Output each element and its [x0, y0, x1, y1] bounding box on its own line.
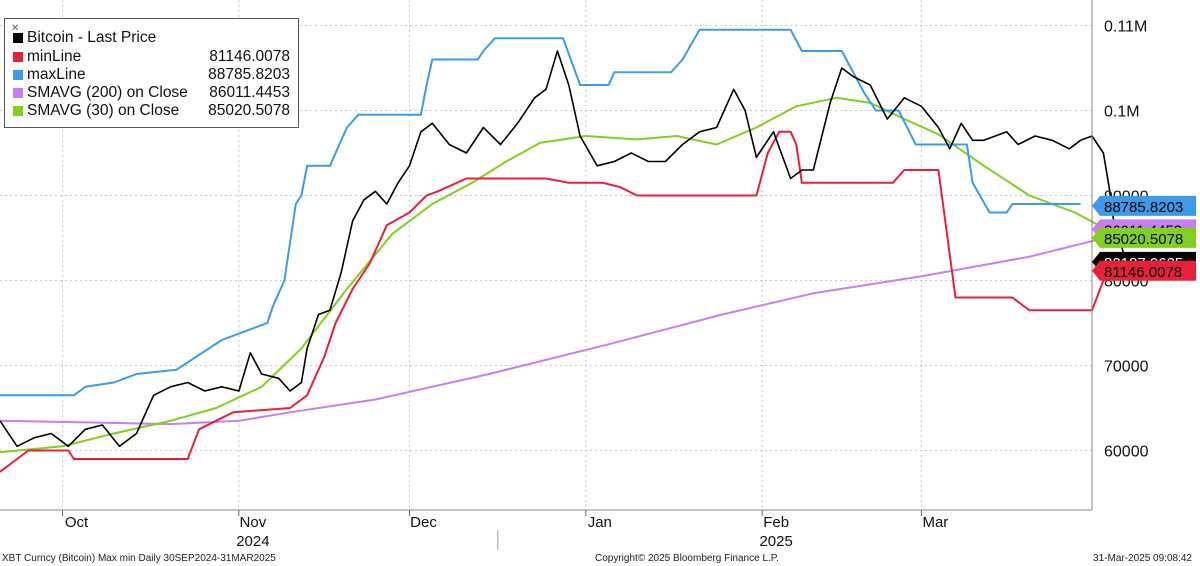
footer-timestamp: 31-Mar-2025 09:08:42 — [1093, 553, 1192, 564]
legend-item-smavg-200: SMAVG (200) on Close 86011.4453 — [13, 84, 290, 102]
chart-last-value-labels: 88785.820386011.445385020.507882187.0625… — [1092, 195, 1196, 281]
series-maxline — [0, 28, 1081, 397]
chart-legend: ✕ Bitcoin - Last Price minLine 81146.007… — [4, 18, 299, 128]
last-value-tag — [1092, 195, 1196, 216]
legend-item-minline: minLine 81146.0078 — [13, 48, 290, 66]
series-smavg-30-on-close — [0, 96, 1127, 454]
legend-title: Bitcoin - Last Price — [27, 29, 157, 46]
last-value-text: 81146.0078 — [1104, 264, 1182, 281]
legend-item-value: 81146.0078 — [209, 48, 290, 65]
x-tick-label: Jan — [588, 514, 612, 531]
last-value-label: 85020.5078 — [1092, 227, 1196, 248]
x-tick-label: Oct — [65, 514, 89, 531]
legend-item-name: SMAVG (30) on Close — [27, 102, 180, 119]
legend-item-value: 88785.8203 — [208, 66, 290, 83]
legend-swatch-icon — [13, 88, 23, 98]
x-tick-label: Mar — [922, 514, 948, 531]
legend-swatch-icon — [13, 106, 23, 116]
last-value-text: 85020.5078 — [1104, 231, 1183, 248]
legend-swatch-icon — [13, 33, 23, 43]
series-smavg-200-on-close — [0, 228, 1127, 426]
last-value-text: 88785.8203 — [1104, 199, 1183, 216]
y-tick-label: 70000 — [1104, 359, 1149, 376]
chart-series — [0, 28, 1127, 473]
last-value-tag — [1092, 260, 1196, 281]
legend-swatch-icon — [13, 70, 23, 80]
x-year-label: 2024 — [236, 533, 269, 550]
footer-copyright: Copyright© 2025 Bloomberg Finance L.P. — [595, 553, 779, 564]
last-value-label: 88785.8203 — [1092, 195, 1196, 216]
series-bitcoin-last-price — [0, 50, 1127, 448]
legend-item-name: maxLine — [27, 66, 86, 83]
legend-item-name: SMAVG (200) on Close — [27, 84, 188, 101]
footer-security-info: XBT Curncy (Bitcoin) Max min Daily 30SEP… — [2, 553, 276, 564]
legend-title-row: Bitcoin - Last Price — [13, 29, 290, 47]
legend-swatch-icon — [13, 52, 23, 62]
x-year-label: 2025 — [759, 533, 792, 550]
legend-item-value: 85020.5078 — [208, 102, 290, 119]
legend-item-value: 86011.4453 — [209, 84, 290, 101]
legend-item-maxline: maxLine 88785.8203 — [13, 66, 290, 84]
y-tick-label: 60000 — [1104, 444, 1149, 461]
legend-close-icon[interactable]: ✕ — [11, 23, 20, 34]
last-value-tag — [1092, 227, 1196, 248]
x-tick-label: Feb — [763, 514, 789, 531]
legend-item-smavg-30: SMAVG (30) on Close 85020.5078 — [13, 102, 290, 120]
y-tick-label: 0.1M — [1104, 104, 1140, 121]
series-minline — [0, 130, 1127, 473]
x-tick-label: Nov — [240, 514, 267, 531]
legend-item-name: minLine — [27, 48, 82, 65]
x-tick-label: Dec — [410, 514, 437, 531]
chart-axes: 600007000080000900000.1M0.11MOctNovDecJa… — [0, 0, 1149, 550]
last-value-label: 81146.0078 — [1092, 260, 1196, 281]
y-tick-label: 0.11M — [1104, 19, 1147, 36]
